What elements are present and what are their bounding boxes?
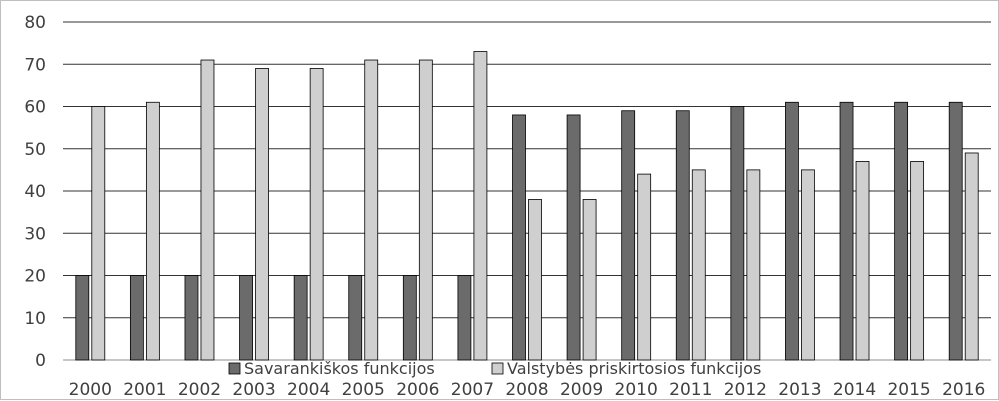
legend-swatch [491, 362, 504, 375]
x-tick-label: 2000 [69, 380, 112, 400]
gridlines [63, 21, 991, 361]
bar-savarankiskos [675, 110, 690, 361]
bar-savarankiskos [129, 275, 144, 361]
bar-savarankiskos [184, 275, 199, 361]
bar-valstybes [801, 169, 815, 361]
bar-valstybes [746, 169, 761, 361]
y-tick-label: 70 [24, 55, 46, 75]
y-axis-ticks: 0 10 20 30 40 50 60 70 80 [24, 13, 46, 371]
bar-savarankiskos [75, 275, 90, 361]
y-tick-label: 30 [24, 224, 46, 244]
x-tick-label: 2015 [887, 380, 930, 400]
bar-valstybes [145, 101, 160, 361]
bar-savarankiskos [512, 114, 526, 361]
legend: Savarankiškos funkcijos Valstybės priskir… [228, 359, 761, 378]
bar-savarankiskos [948, 101, 963, 361]
x-tick-label: 2014 [833, 380, 876, 400]
x-tick-label: 2012 [724, 380, 767, 400]
bar-savarankiskos [839, 101, 854, 361]
bar-savarankiskos [730, 106, 745, 361]
bar-valstybes [528, 199, 542, 361]
bar-valstybes [200, 59, 215, 361]
bar-savarankiskos [457, 275, 472, 361]
x-tick-label: 2003 [232, 380, 275, 400]
bar-valstybes [582, 199, 597, 361]
bar-valstybes [418, 59, 433, 361]
x-tick-label: 2008 [505, 380, 548, 400]
bar-valstybes [691, 169, 706, 361]
bar-valstybes [964, 152, 979, 361]
bar-valstybes [910, 161, 925, 361]
legend-label: Valstybės priskirtosios funkcijos [507, 359, 761, 378]
bars [75, 51, 979, 361]
y-tick-label: 20 [24, 267, 46, 287]
bar-valstybes [255, 68, 269, 361]
x-tick-label: 2009 [560, 380, 603, 400]
x-tick-label: 2005 [342, 380, 385, 400]
y-tick-label: 0 [35, 351, 46, 371]
y-tick-label: 50 [24, 140, 46, 160]
x-tick-label: 2006 [396, 380, 439, 400]
bar-savarankiskos [785, 101, 799, 361]
bar-savarankiskos [239, 275, 253, 361]
bar-savarankiskos [293, 275, 308, 361]
bar-savarankiskos [402, 275, 417, 361]
x-axis-ticks: 2000 2001 2002 2003 2004 2005 2006 2007 2008 2009… [69, 380, 986, 400]
bar-savarankiskos [566, 114, 581, 361]
y-tick-label: 60 [24, 98, 46, 118]
x-tick-label: 2007 [451, 380, 494, 400]
x-tick-label: 2013 [778, 380, 821, 400]
y-tick-label: 10 [24, 309, 46, 329]
x-tick-label: 2001 [123, 380, 166, 400]
bar-valstybes [855, 161, 870, 361]
bar-valstybes [637, 173, 652, 361]
legend-label: Savarankiškos funkcijos [244, 359, 435, 378]
x-tick-label: 2004 [287, 380, 330, 400]
bar-valstybes [364, 59, 379, 361]
bar-valstybes [473, 51, 488, 361]
y-tick-label: 40 [24, 182, 46, 202]
legend-swatch [228, 362, 241, 375]
x-tick-label: 2011 [669, 380, 712, 400]
x-tick-label: 2002 [178, 380, 221, 400]
bar-savarankiskos [621, 110, 636, 361]
bar-valstybes [309, 68, 324, 361]
x-tick-label: 2016 [942, 380, 985, 400]
bar-valstybes [91, 106, 106, 361]
bar-savarankiskos [348, 275, 363, 361]
x-tick-label: 2010 [615, 380, 658, 400]
bar-savarankiskos [894, 101, 909, 361]
y-tick-label: 80 [24, 13, 46, 33]
